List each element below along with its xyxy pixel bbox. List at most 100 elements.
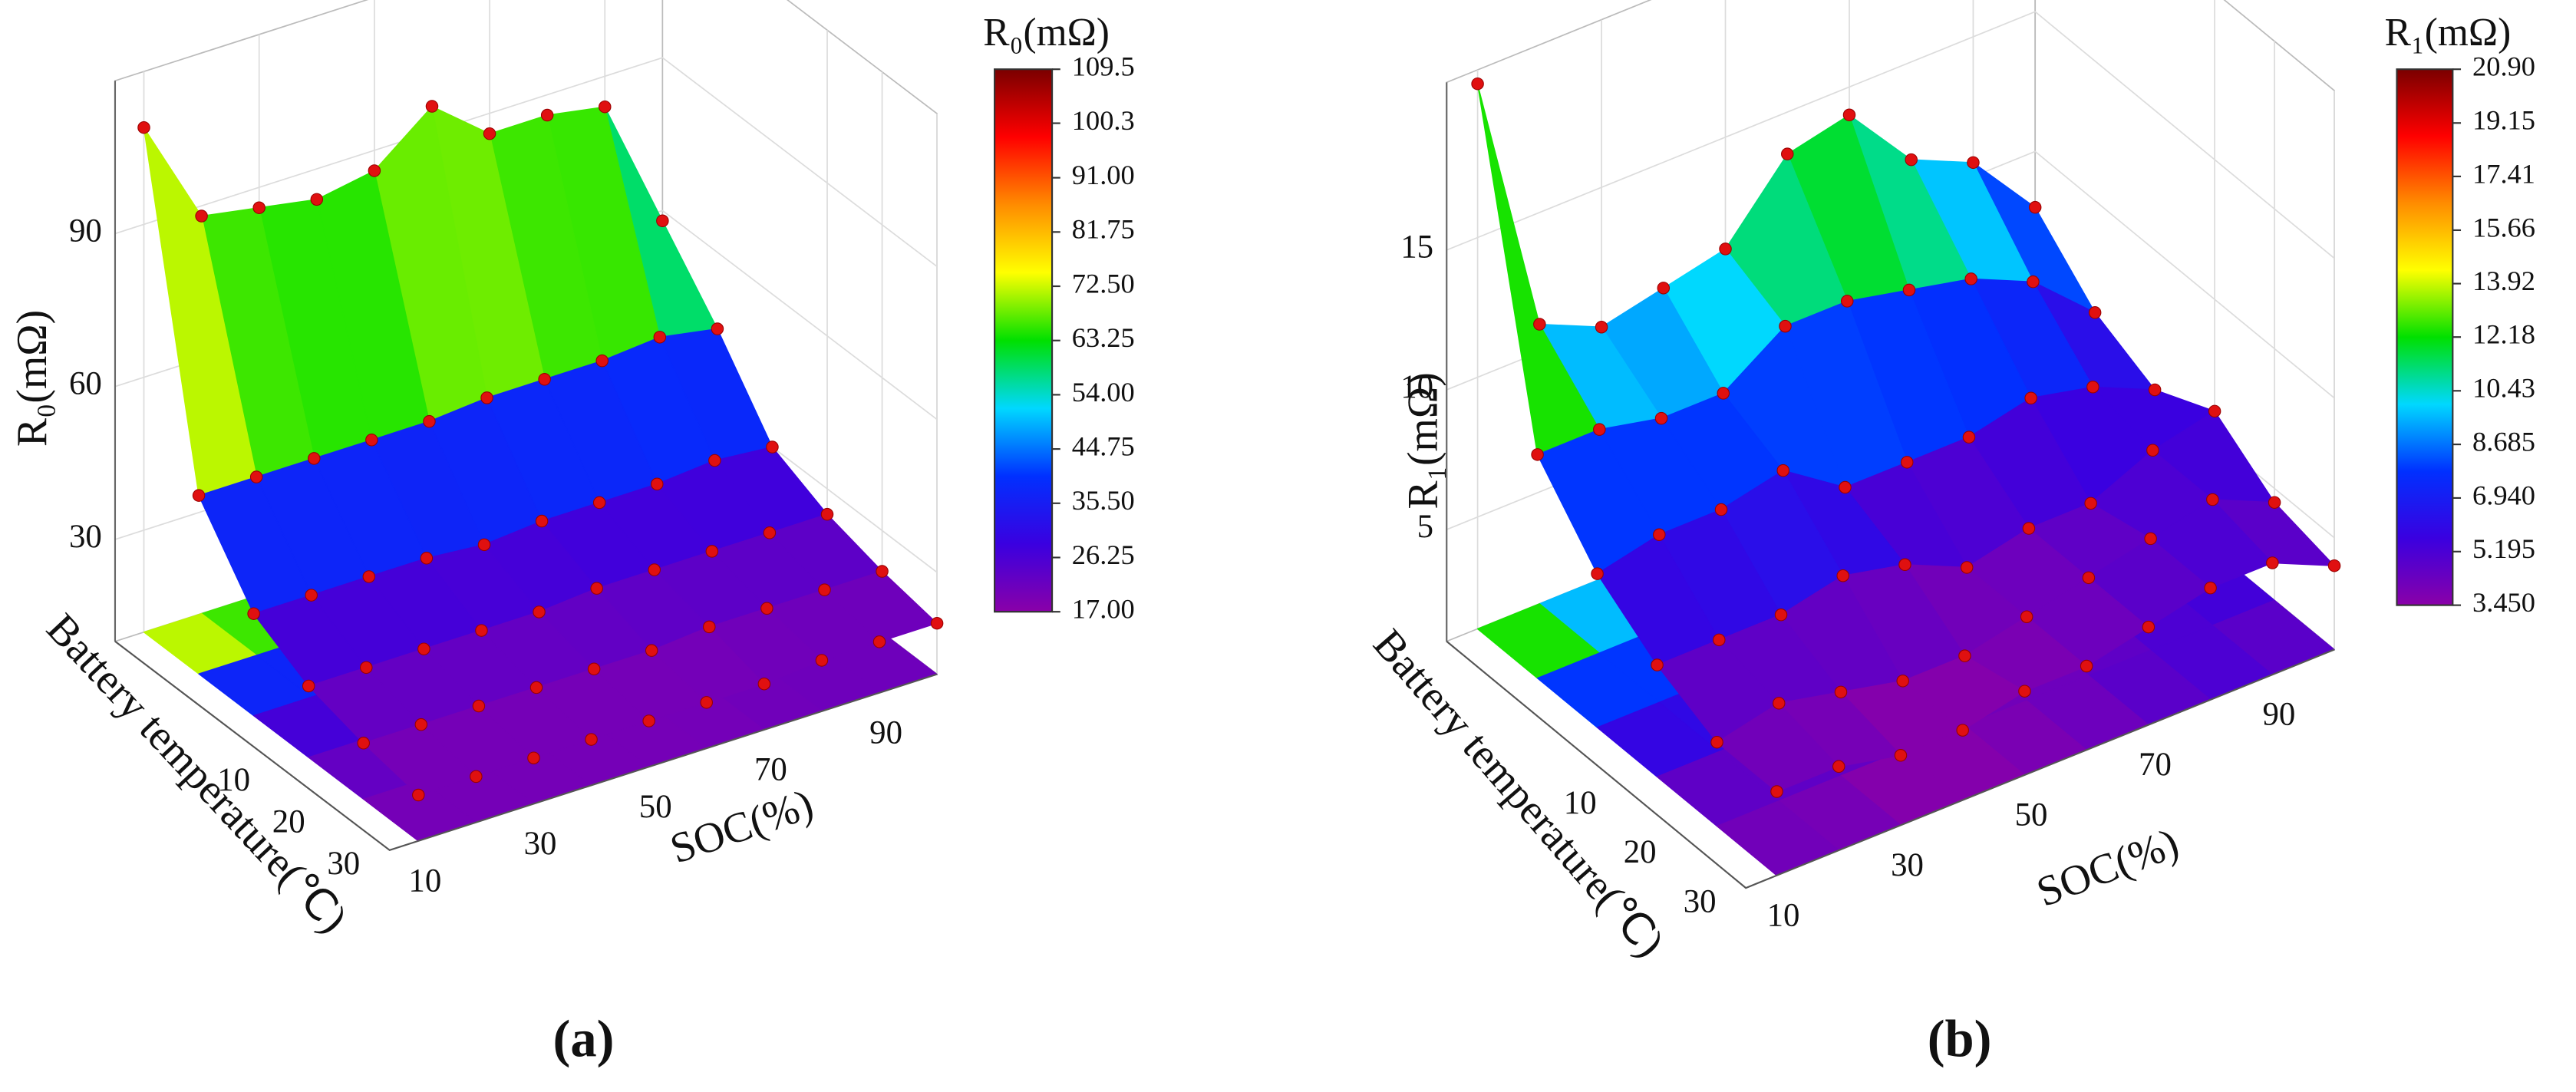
data-point <box>417 642 430 655</box>
data-point <box>1781 147 1794 160</box>
colorbar-tick-label: 63.25 <box>1072 322 1135 353</box>
data-point <box>533 605 546 619</box>
data-point <box>595 354 609 368</box>
data-point <box>477 538 491 552</box>
data-point <box>357 737 370 750</box>
data-point <box>1832 760 1845 774</box>
data-point <box>365 434 378 447</box>
data-point <box>1956 724 1969 737</box>
z-tick-label: 15 <box>1400 229 1433 266</box>
data-point <box>535 514 549 528</box>
x-tick-label: 10 <box>1767 897 1800 933</box>
grid-line <box>114 57 938 267</box>
data-point <box>2146 444 2159 457</box>
data-point <box>362 570 376 583</box>
y-tick-label: 30 <box>327 846 360 882</box>
z-axis-title: R₀(mΩ) <box>8 310 56 447</box>
colorbar-tick-label: 100.3 <box>1072 105 1135 136</box>
z-tick-label: 10 <box>1400 369 1433 405</box>
x-tick-label: 70 <box>754 752 787 788</box>
data-point <box>2266 556 2279 569</box>
data-point <box>815 654 829 667</box>
x-axis-title: SOC(%) <box>2030 819 2185 916</box>
data-point <box>590 582 603 595</box>
colorbar-tick-label: 19.15 <box>2472 105 2535 136</box>
colorbar-tick-label: 5.195 <box>2472 533 2535 564</box>
colorbar-tick-label: 6.940 <box>2472 480 2535 510</box>
data-point <box>1967 156 1980 170</box>
data-point <box>1595 320 1608 334</box>
data-point <box>1842 108 1856 122</box>
data-point <box>2204 581 2217 595</box>
data-point <box>1962 431 1976 444</box>
colorbar-tick-label: 3.450 <box>2472 587 2535 618</box>
data-point <box>760 602 773 615</box>
z-tick-label: 30 <box>69 519 102 555</box>
data-point <box>540 108 554 122</box>
data-point <box>1653 528 1666 541</box>
z-axis-title: R₁(mΩ) <box>1399 372 1446 509</box>
data-point <box>1657 282 1671 295</box>
data-point <box>1900 456 1914 469</box>
data-point <box>700 696 713 709</box>
data-point <box>1964 272 1977 285</box>
data-point <box>1836 569 1849 582</box>
data-point <box>585 733 598 746</box>
data-point <box>2024 391 2037 404</box>
y-tick-label: 30 <box>1684 883 1717 919</box>
grid-line <box>1446 11 2335 259</box>
data-point <box>820 507 834 521</box>
data-point <box>1651 658 1664 671</box>
colorbar-tick-label: 15.66 <box>2472 212 2535 242</box>
data-point <box>2027 275 2040 289</box>
data-point <box>757 677 771 691</box>
colorbar-tick-label: 8.685 <box>2472 426 2535 457</box>
colorbar-tick-label: 81.75 <box>1072 214 1135 245</box>
colorbar <box>994 68 1054 613</box>
colorbar-tick-label: 91.00 <box>1072 160 1135 190</box>
data-point <box>2082 571 2096 585</box>
colorbar-tick-label: 72.50 <box>1072 268 1135 299</box>
data-point <box>1905 153 1918 167</box>
data-point <box>1779 319 1792 333</box>
data-point <box>1714 503 1728 516</box>
data-point <box>708 454 721 467</box>
data-point <box>480 391 493 404</box>
colorbar-tick-label: 35.50 <box>1072 485 1135 516</box>
data-point <box>763 526 777 539</box>
data-point <box>249 470 263 483</box>
data-point <box>2206 493 2219 506</box>
data-point <box>1902 283 1916 297</box>
data-point <box>1773 697 1786 710</box>
data-point <box>1654 411 1668 425</box>
data-point <box>1776 464 1790 477</box>
data-point <box>247 607 260 620</box>
data-point <box>876 565 889 578</box>
data-point <box>368 164 381 177</box>
data-point <box>599 100 612 114</box>
data-point <box>711 322 724 335</box>
data-point <box>766 440 779 454</box>
colorbar-tick-label: 10.43 <box>2472 373 2535 404</box>
data-point <box>2022 522 2036 535</box>
colorbar <box>2396 68 2454 606</box>
data-point <box>2088 306 2102 319</box>
data-point <box>1471 77 1484 91</box>
data-point <box>645 644 658 657</box>
data-point <box>703 620 716 634</box>
data-point <box>414 718 428 731</box>
data-point <box>472 699 486 713</box>
data-point <box>1719 242 1732 256</box>
data-point <box>653 331 667 344</box>
z-tick-label: 5 <box>1417 509 1433 545</box>
colorbar-tick-label: 13.92 <box>2472 266 2535 296</box>
data-point <box>2080 659 2093 673</box>
data-point <box>137 120 150 134</box>
data-point <box>2268 496 2281 509</box>
data-point <box>1593 423 1606 436</box>
y-tick-label: 20 <box>272 804 305 840</box>
data-point <box>656 214 669 227</box>
data-point <box>483 127 496 140</box>
data-point <box>872 635 886 648</box>
